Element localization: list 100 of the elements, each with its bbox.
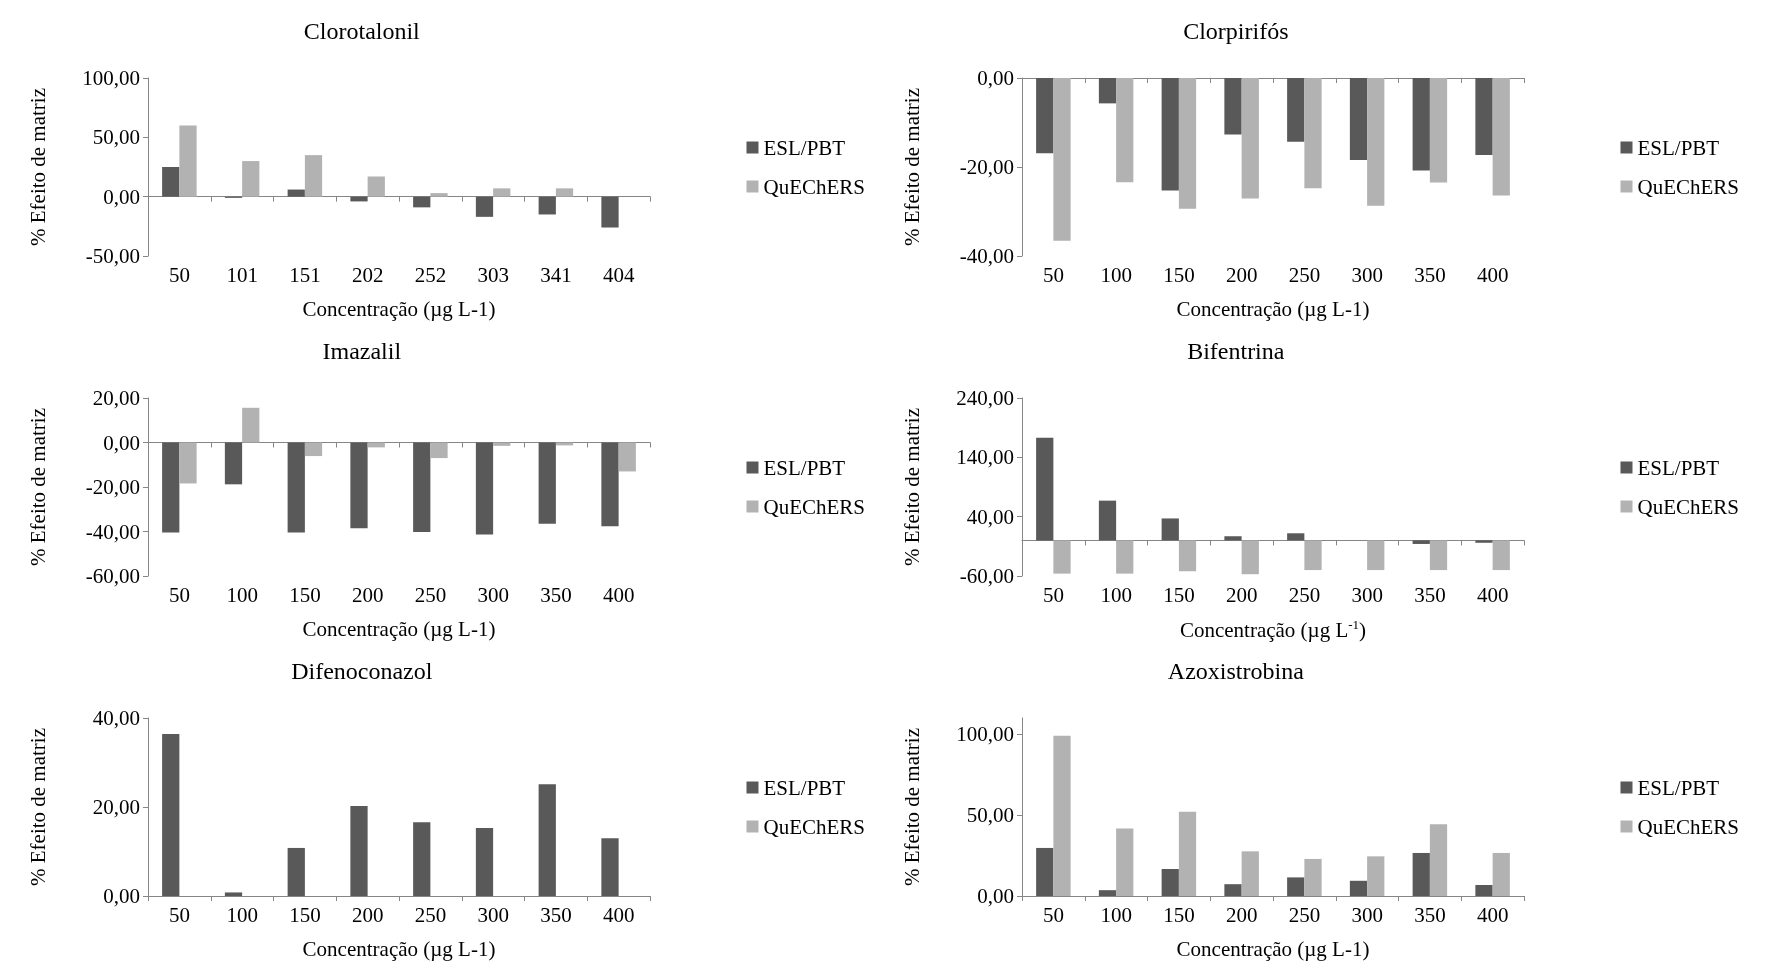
bar [493,188,511,197]
x-tick-label: 100 [226,582,258,607]
bar [1429,824,1448,896]
x-tick-label: 151 [289,262,321,287]
x-tick-label: 150 [289,902,321,927]
x-axis-title: Concentração (µg L-1) [302,296,496,321]
x-tick-label: 150 [1163,902,1195,927]
y-tick-label: 240,00 [956,386,1014,410]
bar [1036,437,1054,541]
bar [287,847,305,896]
legend-label: QuEChERS [1637,494,1739,519]
bar [1116,828,1134,896]
legend-label: ESL/PBT [1637,135,1720,160]
x-tick-label: 300 [1351,262,1383,287]
y-tick-label: 0,00 [103,430,140,455]
y-tick-label: 100,00 [82,66,140,90]
x-axis-title: Concentração (µg L-1) [1176,936,1370,961]
y-tick-label: 20,00 [92,386,140,410]
bar [538,784,556,896]
x-tick-label: 100 [1100,262,1132,287]
bar [242,161,260,197]
x-tick-label: 250 [414,582,447,607]
x-tick-label: 341 [540,262,572,287]
y-tick-label: -40,00 [959,244,1014,268]
chart-title: Azoxistrobina [1167,658,1305,684]
bar [1161,868,1179,896]
x-tick-label: 400 [602,582,635,607]
bar [1053,540,1071,574]
bar [1367,856,1385,896]
x-tick-label: 200 [1225,582,1258,607]
x-tick-label: 303 [477,262,509,287]
bar [475,196,494,217]
bar [1304,858,1322,896]
x-axis-title: Concentração (µg L-1) [302,616,496,641]
x-tick-label: 150 [1163,262,1195,287]
x-tick-label: 200 [1225,262,1258,287]
bar [162,167,180,197]
legend-label: ESL/PBT [763,455,846,480]
bar [1098,500,1117,541]
x-tick-label: 300 [477,902,509,927]
x-tick-label: 250 [414,902,447,927]
y-axis-title: % Efeito de matriz [25,87,50,247]
bar [1241,540,1259,575]
legend-label: ESL/PBT [1637,775,1720,800]
x-tick-label: 150 [1163,582,1195,607]
bar [430,193,448,197]
bar [1178,540,1197,572]
legend-label: ESL/PBT [1637,455,1720,480]
y-tick-label: 0,00 [103,884,140,908]
y-tick-label: -40,00 [85,519,140,544]
bar [1349,880,1368,896]
x-tick-label: 50 [168,582,190,607]
x-tick-label: 350 [1414,262,1446,287]
bar [179,125,197,197]
legend-label: ESL/PBT [763,775,846,800]
y-axis-title: % Efeito de matriz [899,407,924,567]
y-tick-label: 50,00 [966,803,1014,828]
bar [1412,540,1430,544]
bar [1053,735,1071,896]
legend-label: ESL/PBT [763,135,846,160]
bar [1241,851,1259,896]
x-tick-label: 252 [414,262,447,287]
x-tick-label: 200 [1225,902,1258,927]
x-tick-label: 202 [351,262,384,287]
bar [1224,536,1242,541]
y-tick-label: 140,00 [956,445,1014,470]
x-tick-label: 300 [1351,582,1383,607]
x-tick-label: 300 [477,582,509,607]
y-tick-label: -20,00 [959,155,1014,179]
x-tick-label: 300 [1351,902,1383,927]
bar [1367,540,1385,571]
x-tick-label: 350 [540,582,572,607]
y-tick-label: -60,00 [85,564,140,588]
bar [1161,518,1179,541]
bar [1178,811,1197,896]
bar [413,196,431,208]
y-tick-label: 0,00 [977,884,1014,908]
x-tick-label: 250 [1288,262,1321,287]
legend-label: QuEChERS [763,814,865,839]
x-tick-label: 100 [1100,902,1132,927]
x-tick-label: 400 [1476,902,1509,927]
bar [1287,877,1305,896]
y-tick-label: 20,00 [92,795,140,819]
bar [1036,847,1054,896]
bar [538,196,556,215]
chart-title: Clorpirifós [1183,18,1289,44]
x-tick-label: 150 [289,582,321,607]
x-axis-title: Concentração (µg L-1) [1176,296,1370,321]
legend-label: QuEChERS [763,174,865,199]
y-tick-label: 100,00 [956,722,1014,747]
chart-title: Bifentrina [1187,338,1285,364]
legend-label: QuEChERS [1637,814,1739,839]
y-axis-title: % Efeito de matriz [25,407,50,567]
legend-label: QuEChERS [763,494,865,519]
bar [1492,540,1510,571]
x-tick-label: 400 [602,902,635,927]
y-tick-label: 0,00 [103,184,140,209]
bar [1492,852,1510,896]
x-tick-label: 400 [1476,582,1509,607]
x-tick-label: 200 [351,902,384,927]
